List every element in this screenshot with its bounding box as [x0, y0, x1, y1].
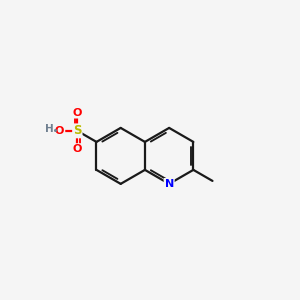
- Text: N: N: [164, 179, 174, 189]
- Text: O: O: [73, 108, 82, 118]
- Text: S: S: [73, 124, 82, 137]
- Text: O: O: [55, 126, 64, 136]
- Text: H: H: [45, 124, 54, 134]
- Text: O: O: [73, 144, 82, 154]
